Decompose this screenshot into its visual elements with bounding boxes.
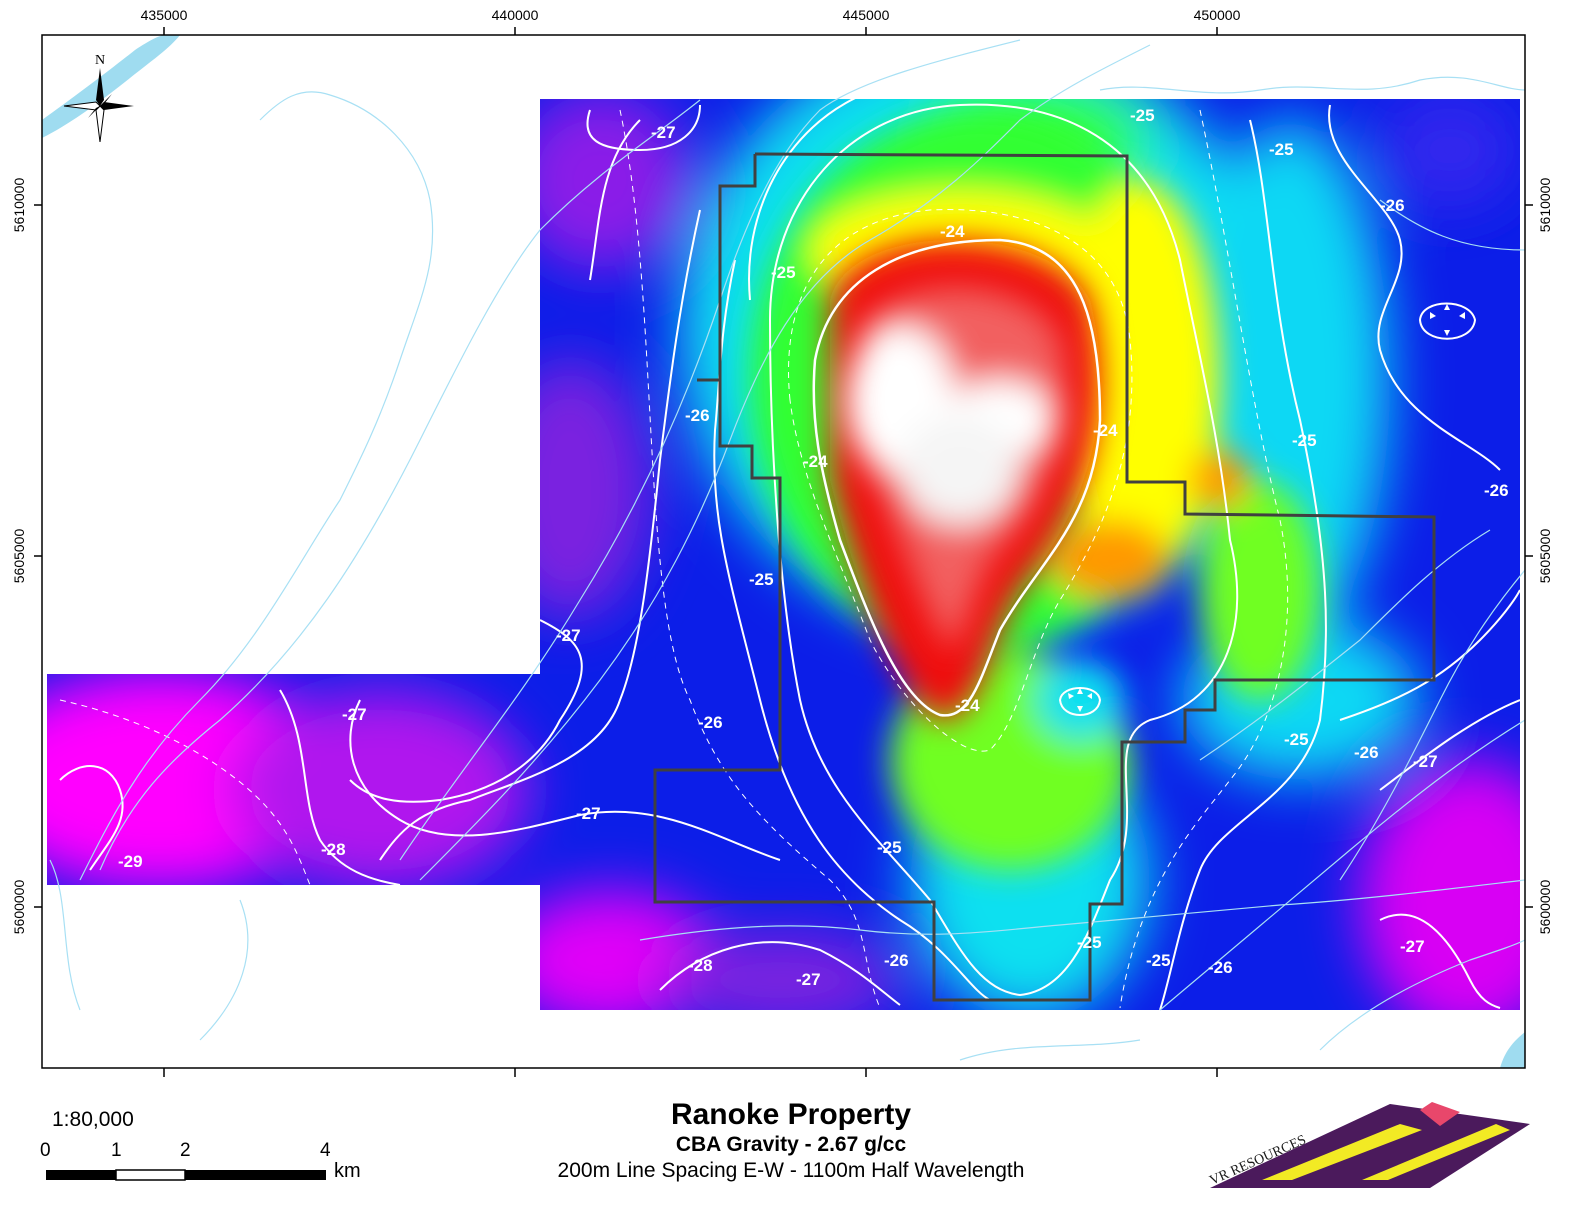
contour-label: -27 [651,123,676,142]
scale-ratio: 1:80,000 [52,1108,134,1131]
property-boundary [653,152,1436,1002]
contour-label: -24 [1093,421,1118,440]
contour-label: -25 [1284,730,1309,749]
scale-tick-label: 1 [111,1140,122,1161]
contour-label: -25 [1077,933,1102,952]
gravity-grid [47,99,1520,1010]
contour-label: -28 [688,956,713,975]
x-tick-label: 435000 [141,7,188,23]
contour-label: -27 [1400,937,1425,956]
map-subtitle: CBA Gravity - 2.67 g/cc [675,1133,907,1156]
streams [49,39,1525,1061]
y-tick-label: 5600000 [11,880,27,935]
x-tick-label: 440000 [492,7,539,23]
scale-unit: km [334,1160,361,1182]
contour-label: -25 [749,570,774,589]
contour-label: -27 [1413,752,1438,771]
contour-label: -26 [1354,743,1379,762]
contour-label: -25 [1130,106,1155,125]
y-tick-label: 5605000 [11,529,27,584]
contour-label: -26 [698,713,723,732]
contour-label: -24 [940,222,965,241]
contour-label: -25 [1269,140,1294,159]
x-tick-label: 445000 [843,7,890,23]
coordinate-labels: 435000 440000 445000 450000 5610000 5605… [11,7,1553,934]
contour-labels: -27 -25 -25 -26 -24 -25 -26 -24 -24 -25 … [118,106,1509,989]
contour-label: -28 [321,840,346,859]
low-markers [1068,304,1465,712]
contour-label: -29 [118,852,143,871]
scale-tick-label: 2 [180,1140,191,1161]
y-tick-label: 5610000 [11,178,27,233]
scale-tick-label: 4 [320,1140,331,1161]
contour-label: -27 [342,705,367,724]
contour-label: -26 [1484,481,1509,500]
y-tick-label: 5600000 [1537,880,1553,935]
contour-label: -24 [955,696,980,715]
map-description: 200m Line Spacing E-W - 1100m Half Wavel… [557,1159,1025,1182]
scale-tick-label: 0 [40,1140,51,1161]
x-tick-label: 450000 [1194,7,1241,23]
contour-label: -26 [1380,196,1405,215]
contour-label: -25 [1292,431,1317,450]
contour-label: -26 [1208,958,1233,977]
contour-label: -27 [576,804,601,823]
contour-label: -26 [884,951,909,970]
y-tick-label: 5605000 [1537,529,1553,584]
rivers [42,35,1525,1068]
contour-label: -25 [877,838,902,857]
contour-label: -24 [803,452,828,471]
map-title: Ranoke Property [670,1098,912,1131]
contour-label: -25 [1146,951,1171,970]
contour-label: -27 [796,970,821,989]
contours [59,99,1520,1010]
contour-label: -25 [771,263,796,282]
coordinate-ticks [34,27,1533,1077]
contour-label: -26 [685,406,710,425]
map-frame [41,34,1526,1069]
north-arrow-icon: N [63,53,134,143]
north-label: N [95,53,105,68]
scale-bar [46,1169,326,1181]
contour-label: -27 [556,626,581,645]
vr-resources-logo: VR RESOURCES [1208,1102,1530,1189]
y-tick-label: 5610000 [1537,178,1553,233]
